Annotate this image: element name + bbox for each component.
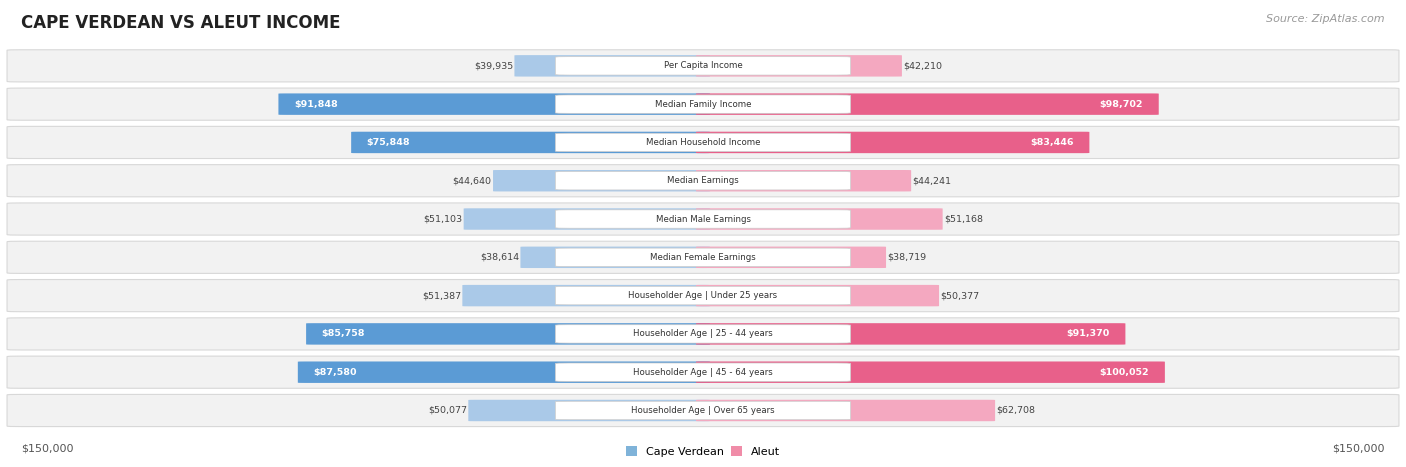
Text: Householder Age | Over 65 years: Householder Age | Over 65 years xyxy=(631,406,775,415)
Text: Median Earnings: Median Earnings xyxy=(666,176,740,185)
FancyBboxPatch shape xyxy=(555,57,851,75)
FancyBboxPatch shape xyxy=(555,210,851,228)
Text: $83,446: $83,446 xyxy=(1031,138,1074,147)
FancyBboxPatch shape xyxy=(696,285,939,306)
FancyBboxPatch shape xyxy=(7,356,1399,388)
Text: Householder Age | 45 - 64 years: Householder Age | 45 - 64 years xyxy=(633,368,773,377)
Text: $91,370: $91,370 xyxy=(1067,329,1109,339)
FancyBboxPatch shape xyxy=(555,325,851,343)
FancyBboxPatch shape xyxy=(468,400,710,421)
FancyBboxPatch shape xyxy=(555,133,851,152)
FancyBboxPatch shape xyxy=(555,171,851,190)
FancyBboxPatch shape xyxy=(696,323,1125,345)
Text: Median Male Earnings: Median Male Earnings xyxy=(655,214,751,224)
Text: Median Female Earnings: Median Female Earnings xyxy=(650,253,756,262)
Text: Householder Age | Under 25 years: Householder Age | Under 25 years xyxy=(628,291,778,300)
FancyBboxPatch shape xyxy=(463,285,710,306)
Text: $150,000: $150,000 xyxy=(21,443,73,453)
FancyBboxPatch shape xyxy=(278,93,710,115)
Text: $44,640: $44,640 xyxy=(453,176,492,185)
FancyBboxPatch shape xyxy=(298,361,710,383)
Text: $85,758: $85,758 xyxy=(322,329,366,339)
Text: $42,210: $42,210 xyxy=(903,61,942,71)
FancyBboxPatch shape xyxy=(7,203,1399,235)
Text: Householder Age | 25 - 44 years: Householder Age | 25 - 44 years xyxy=(633,329,773,339)
FancyBboxPatch shape xyxy=(7,395,1399,426)
Text: $75,848: $75,848 xyxy=(367,138,411,147)
FancyBboxPatch shape xyxy=(555,401,851,420)
FancyBboxPatch shape xyxy=(696,400,995,421)
FancyBboxPatch shape xyxy=(696,247,886,268)
Legend: Cape Verdean, Aleut: Cape Verdean, Aleut xyxy=(626,446,780,457)
Text: $91,848: $91,848 xyxy=(294,99,337,109)
Text: $38,614: $38,614 xyxy=(479,253,519,262)
Text: $150,000: $150,000 xyxy=(1333,443,1385,453)
Text: $51,387: $51,387 xyxy=(422,291,461,300)
Text: $50,077: $50,077 xyxy=(427,406,467,415)
Text: CAPE VERDEAN VS ALEUT INCOME: CAPE VERDEAN VS ALEUT INCOME xyxy=(21,14,340,32)
Text: Median Family Income: Median Family Income xyxy=(655,99,751,109)
Text: $87,580: $87,580 xyxy=(314,368,357,377)
FancyBboxPatch shape xyxy=(555,248,851,267)
FancyBboxPatch shape xyxy=(520,247,710,268)
FancyBboxPatch shape xyxy=(696,170,911,191)
FancyBboxPatch shape xyxy=(696,208,942,230)
FancyBboxPatch shape xyxy=(307,323,710,345)
FancyBboxPatch shape xyxy=(515,55,710,77)
Text: $51,168: $51,168 xyxy=(943,214,983,224)
Text: $98,702: $98,702 xyxy=(1099,99,1143,109)
FancyBboxPatch shape xyxy=(696,93,1159,115)
FancyBboxPatch shape xyxy=(7,241,1399,273)
Text: $38,719: $38,719 xyxy=(887,253,927,262)
FancyBboxPatch shape xyxy=(494,170,710,191)
Text: Per Capita Income: Per Capita Income xyxy=(664,61,742,71)
FancyBboxPatch shape xyxy=(7,165,1399,197)
FancyBboxPatch shape xyxy=(7,50,1399,82)
FancyBboxPatch shape xyxy=(7,280,1399,311)
FancyBboxPatch shape xyxy=(464,208,710,230)
Text: $100,052: $100,052 xyxy=(1099,368,1150,377)
FancyBboxPatch shape xyxy=(696,132,1090,153)
Text: $44,241: $44,241 xyxy=(912,176,952,185)
Text: Source: ZipAtlas.com: Source: ZipAtlas.com xyxy=(1267,14,1385,24)
Text: $39,935: $39,935 xyxy=(474,61,513,71)
FancyBboxPatch shape xyxy=(7,88,1399,120)
Text: $50,377: $50,377 xyxy=(941,291,980,300)
Text: $51,103: $51,103 xyxy=(423,214,463,224)
FancyBboxPatch shape xyxy=(352,132,710,153)
FancyBboxPatch shape xyxy=(555,95,851,113)
FancyBboxPatch shape xyxy=(696,55,901,77)
FancyBboxPatch shape xyxy=(555,363,851,382)
FancyBboxPatch shape xyxy=(696,361,1166,383)
FancyBboxPatch shape xyxy=(7,127,1399,158)
Text: $62,708: $62,708 xyxy=(997,406,1035,415)
FancyBboxPatch shape xyxy=(7,318,1399,350)
Text: Median Household Income: Median Household Income xyxy=(645,138,761,147)
FancyBboxPatch shape xyxy=(555,286,851,305)
